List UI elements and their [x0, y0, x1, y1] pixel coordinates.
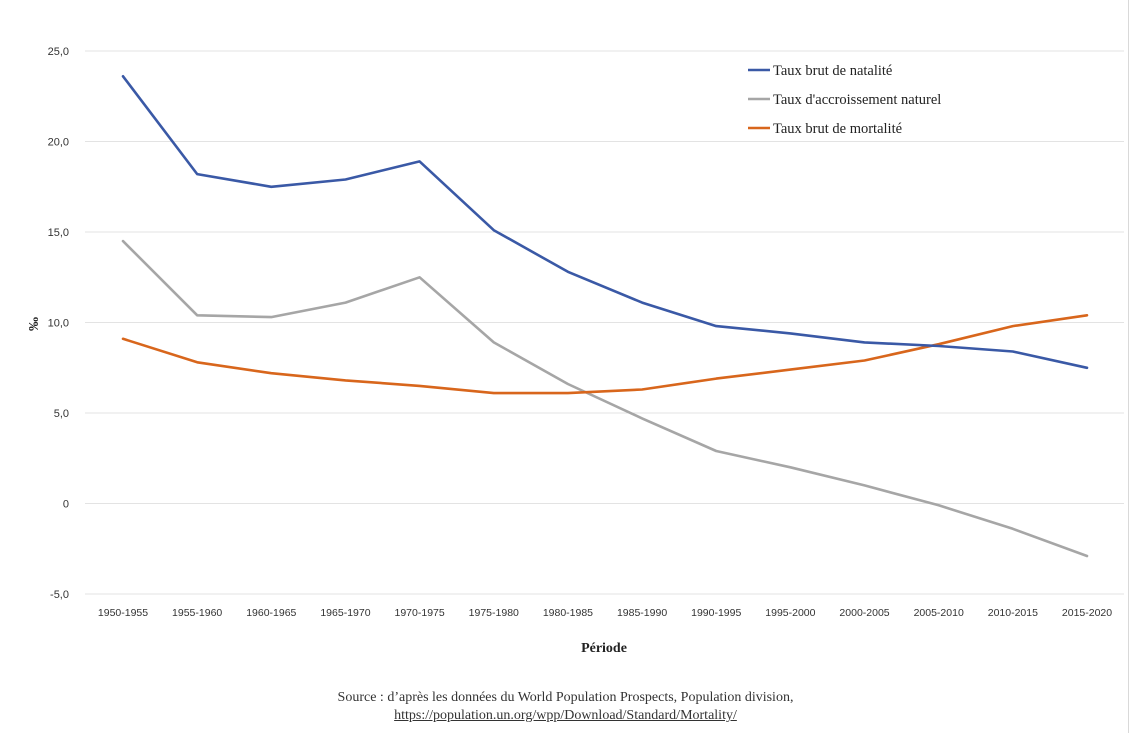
series-lines	[121, 75, 1089, 558]
x-axis-title: Période	[581, 641, 627, 656]
y-tick-label: -5,0	[50, 589, 69, 601]
x-tick-label: 1980-1985	[543, 607, 593, 619]
x-tick-label: 1965-1970	[320, 607, 370, 619]
x-tick-label: 1970-1975	[395, 607, 445, 619]
x-tick-label: 2015-2020	[1062, 607, 1112, 619]
series-line-1	[121, 239, 1089, 558]
legend-label: Taux brut de mortalité	[773, 121, 902, 137]
legend-label: Taux d'accroissement naturel	[773, 92, 941, 108]
y-tick-label: 0	[63, 499, 69, 511]
x-tick-labels: 1950-1955 1955-1960 1960-1965 1965-1970 1970…	[98, 607, 1112, 619]
x-tick-label: 2000-2005	[839, 607, 889, 619]
y-axis-title: ‰	[27, 317, 42, 331]
chart-border	[1128, 0, 1129, 733]
x-tick-label: 1990-1995	[691, 607, 741, 619]
x-tick-label: 1995-2000	[765, 607, 815, 619]
source-link[interactable]: https://population.un.org/wpp/Download/S…	[394, 708, 737, 723]
series-line-2	[121, 313, 1089, 395]
x-tick-label: 2005-2010	[914, 607, 964, 619]
legend-label: Taux brut de natalité	[773, 63, 892, 79]
x-tick-label: 1960-1965	[246, 607, 296, 619]
x-tick-label: 1975-1980	[469, 607, 519, 619]
y-tick-label: 10,0	[48, 318, 69, 330]
y-tick-labels: -5,0 0 5,0 10,0 15,0 20,0 25,0	[48, 46, 69, 601]
x-tick-label: 1950-1955	[98, 607, 148, 619]
series-line-0	[121, 75, 1089, 370]
source-text: Source : d’après les données du World Po…	[337, 690, 794, 705]
y-tick-label: 15,0	[48, 227, 69, 239]
legend: Taux brut de natalité Taux d'accroissemen…	[748, 63, 941, 137]
x-tick-label: 2010-2015	[988, 607, 1038, 619]
gridlines	[85, 50, 1124, 595]
line-chart: -5,0 0 5,0 10,0 15,0 20,0 25,0 1950-1955 1955-1…	[27, 46, 1124, 656]
y-tick-label: 25,0	[48, 46, 69, 58]
x-tick-label: 1955-1960	[172, 607, 222, 619]
y-tick-label: 20,0	[48, 137, 69, 149]
x-tick-label: 1985-1990	[617, 607, 667, 619]
y-tick-label: 5,0	[54, 408, 69, 420]
